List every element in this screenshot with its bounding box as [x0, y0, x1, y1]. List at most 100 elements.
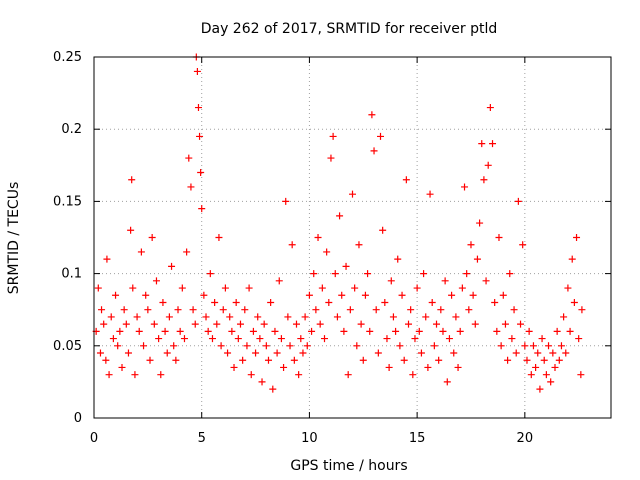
data-point — [553, 327, 561, 335]
data-point — [288, 241, 296, 249]
data-point — [316, 320, 324, 328]
data-point — [529, 342, 537, 350]
data-point — [196, 132, 204, 140]
data-point — [545, 342, 553, 350]
data-point — [128, 176, 136, 184]
data-point — [469, 291, 477, 299]
data-point — [441, 277, 449, 285]
data-point — [286, 342, 294, 350]
data-point — [208, 335, 216, 343]
data-point — [560, 313, 568, 321]
data-point — [344, 371, 352, 379]
data-point — [514, 197, 522, 205]
y-tick-label: 0 — [74, 411, 82, 426]
data-point — [443, 378, 451, 386]
data-point — [489, 140, 497, 148]
data-point — [122, 320, 130, 328]
data-point — [542, 371, 550, 379]
data-point — [267, 298, 275, 306]
data-point — [219, 306, 227, 314]
data-point — [465, 306, 473, 314]
data-point — [112, 291, 120, 299]
data-point — [239, 356, 247, 364]
data-point — [295, 371, 303, 379]
data-point — [178, 284, 186, 292]
data-point — [476, 219, 484, 227]
data-point — [202, 313, 210, 321]
data-point — [133, 313, 141, 321]
data-point — [262, 342, 270, 350]
data-point — [232, 298, 240, 306]
data-point — [273, 349, 281, 357]
y-tick-label: 0.15 — [53, 194, 82, 209]
data-point — [433, 320, 441, 328]
x-tick-label: 15 — [409, 431, 426, 446]
data-point — [428, 298, 436, 306]
data-point — [148, 234, 156, 241]
data-point — [366, 327, 374, 335]
data-point — [224, 349, 232, 357]
data-point — [527, 371, 535, 379]
data-point — [152, 277, 160, 285]
data-point — [564, 284, 572, 292]
data-point — [405, 320, 413, 328]
data-point — [183, 248, 191, 256]
data-point — [456, 327, 464, 335]
data-point — [116, 327, 124, 335]
data-point — [271, 327, 279, 335]
data-point — [305, 291, 313, 299]
data-point — [98, 306, 106, 314]
data-point — [256, 335, 264, 343]
data-point — [482, 277, 490, 285]
data-point — [372, 306, 380, 314]
data-points — [92, 53, 586, 393]
data-point — [413, 284, 421, 292]
data-point — [221, 284, 229, 292]
data-point — [409, 371, 417, 379]
data-point — [331, 270, 339, 278]
data-point — [357, 320, 365, 328]
data-point — [534, 349, 542, 357]
data-point — [364, 270, 372, 278]
data-point — [329, 132, 337, 140]
data-point — [555, 356, 563, 364]
data-point — [523, 356, 531, 364]
data-point — [137, 248, 145, 256]
data-point — [114, 342, 122, 350]
data-point — [198, 205, 206, 213]
data-point — [189, 306, 197, 314]
data-point — [573, 234, 581, 241]
data-point — [211, 298, 219, 306]
data-point — [420, 270, 428, 278]
data-point — [389, 313, 397, 321]
data-point — [525, 327, 533, 335]
data-point — [454, 363, 462, 371]
data-point — [551, 363, 559, 371]
data-point — [381, 298, 389, 306]
data-point — [471, 320, 479, 328]
data-point — [94, 284, 102, 292]
data-point — [491, 298, 499, 306]
data-point — [370, 147, 378, 155]
data-point — [422, 313, 430, 321]
data-point — [102, 356, 110, 364]
data-point — [282, 197, 290, 205]
data-point — [310, 270, 318, 278]
data-point — [506, 270, 514, 278]
data-point — [349, 190, 356, 198]
data-point — [512, 349, 520, 357]
data-point — [275, 277, 283, 285]
data-point — [325, 298, 333, 306]
data-point — [228, 327, 236, 335]
data-point — [568, 255, 576, 263]
data-point — [538, 335, 546, 343]
data-point — [355, 241, 363, 249]
data-point — [396, 342, 404, 350]
data-point — [193, 67, 201, 75]
data-point — [435, 356, 443, 364]
data-point — [400, 356, 408, 364]
data-point — [157, 371, 165, 379]
data-point — [299, 349, 307, 357]
data-point — [501, 320, 509, 328]
